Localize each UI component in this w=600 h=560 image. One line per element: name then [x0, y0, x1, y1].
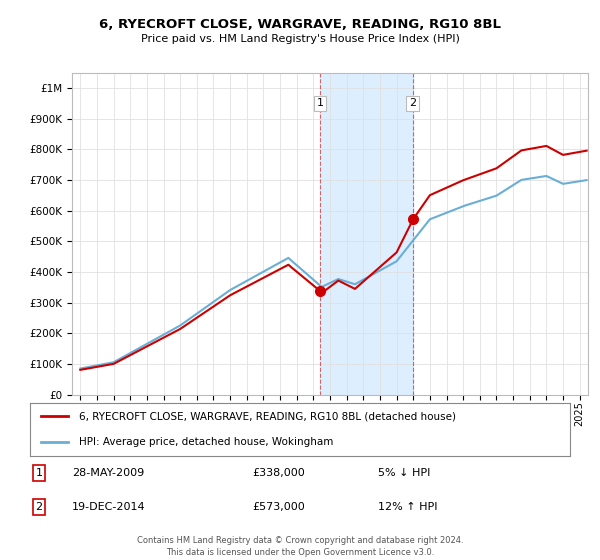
Text: 28-MAY-2009: 28-MAY-2009: [72, 468, 144, 478]
Text: 5% ↓ HPI: 5% ↓ HPI: [378, 468, 430, 478]
Text: 6, RYECROFT CLOSE, WARGRAVE, READING, RG10 8BL: 6, RYECROFT CLOSE, WARGRAVE, READING, RG…: [99, 18, 501, 31]
Text: 19-DEC-2014: 19-DEC-2014: [72, 502, 146, 512]
Text: £573,000: £573,000: [252, 502, 305, 512]
Text: 1: 1: [317, 99, 323, 109]
Text: 2: 2: [409, 99, 416, 109]
Text: Price paid vs. HM Land Registry's House Price Index (HPI): Price paid vs. HM Land Registry's House …: [140, 34, 460, 44]
Bar: [320, 73, 413, 395]
Text: Contains HM Land Registry data © Crown copyright and database right 2024.
This d: Contains HM Land Registry data © Crown c…: [137, 536, 463, 557]
Text: £338,000: £338,000: [252, 468, 305, 478]
Text: HPI: Average price, detached house, Wokingham: HPI: Average price, detached house, Woki…: [79, 436, 333, 446]
Text: 12% ↑ HPI: 12% ↑ HPI: [378, 502, 437, 512]
Text: 1: 1: [35, 468, 43, 478]
Text: 2: 2: [35, 502, 43, 512]
Text: 6, RYECROFT CLOSE, WARGRAVE, READING, RG10 8BL (detached house): 6, RYECROFT CLOSE, WARGRAVE, READING, RG…: [79, 412, 455, 422]
